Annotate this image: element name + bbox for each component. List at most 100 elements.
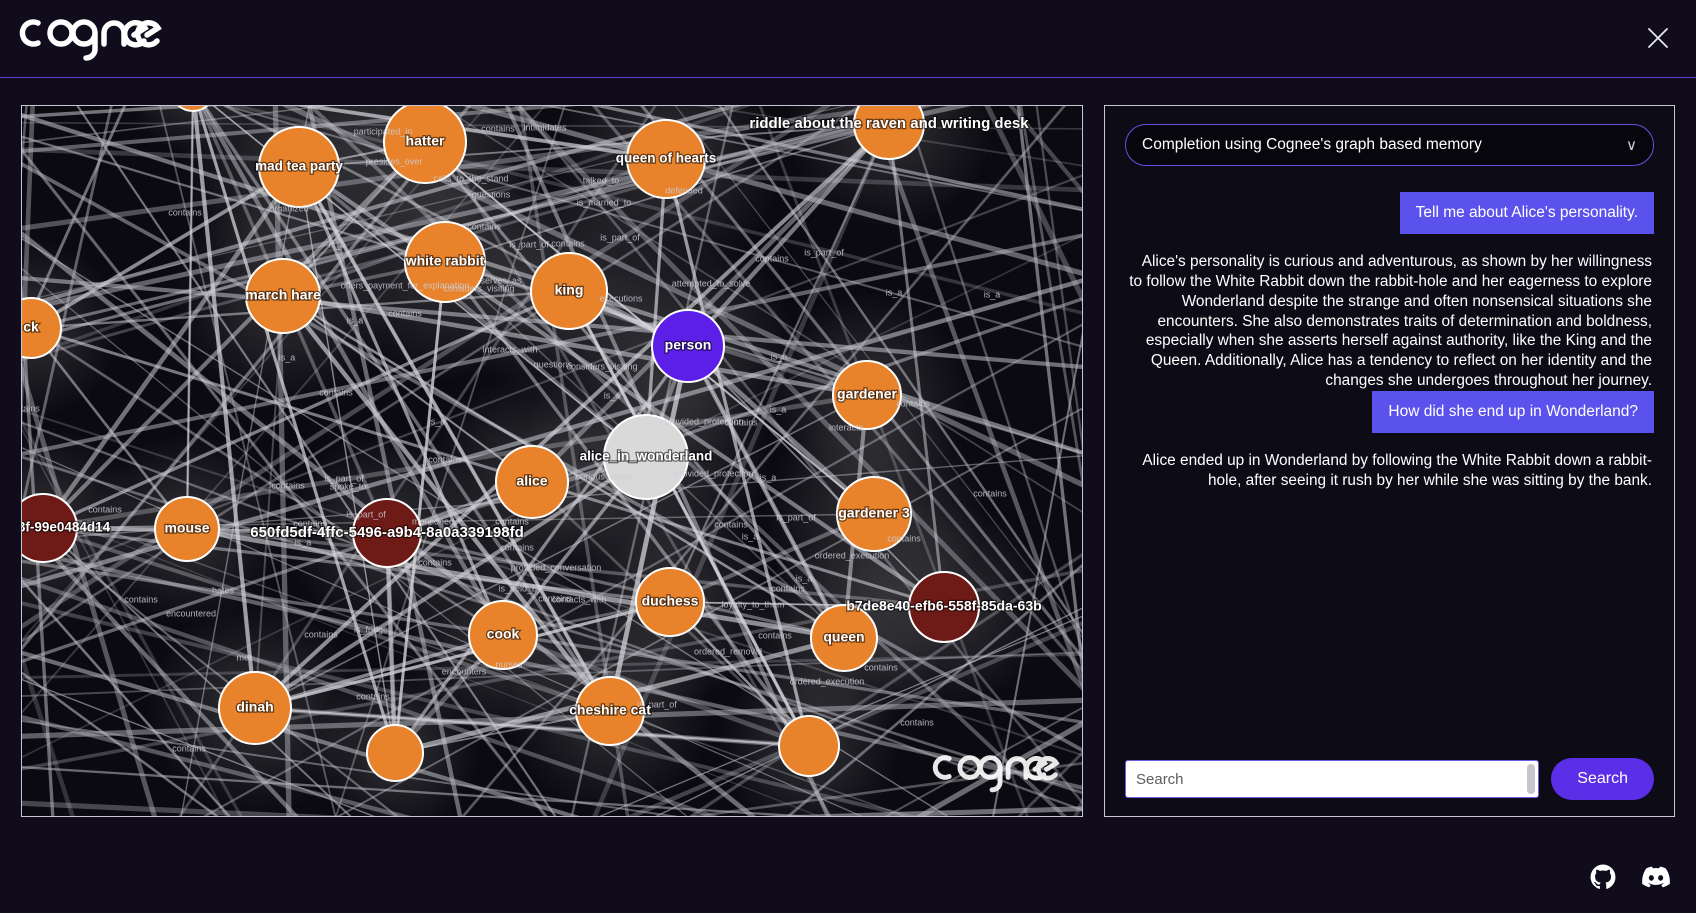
graph-edge-label: contains: [172, 743, 206, 753]
search-button[interactable]: Search: [1551, 758, 1654, 800]
graph-edge-label: contains: [896, 398, 930, 408]
graph-node-label: alice: [516, 473, 547, 489]
graph-edge-label: executions: [599, 293, 643, 303]
graph-node[interactable]: [171, 106, 215, 112]
graph-node[interactable]: [404, 221, 486, 303]
graph-edge-label: contains: [304, 629, 338, 639]
graph-edge-label: defended: [665, 185, 703, 195]
graph-node[interactable]: [258, 126, 340, 208]
graph-node[interactable]: [383, 106, 467, 184]
graph-node[interactable]: [22, 493, 78, 563]
graph-node[interactable]: [908, 571, 980, 643]
graph-node[interactable]: [22, 297, 62, 359]
graph-node[interactable]: [366, 724, 424, 782]
graph-edge-label: provided_conversation: [511, 562, 602, 572]
graph-node-label: duchess: [642, 593, 699, 609]
user-message: Tell me about Alice's personality.: [1399, 192, 1654, 234]
graph-node[interactable]: [626, 119, 706, 199]
graph-node-label: mouse: [164, 520, 209, 536]
app-header: cognee: [0, 0, 1696, 78]
graph-node-glows: [22, 106, 1049, 816]
graph-edge-label: contains: [481, 123, 515, 133]
discord-icon[interactable]: [1642, 863, 1670, 891]
graph-node-label: ck: [23, 319, 39, 335]
graph-edge-label: is_a: [329, 239, 346, 249]
graph-edge-label: offers_payment_for_explanation: [341, 280, 469, 290]
search-mode-label: Completion using Cognee's graph based me…: [1142, 136, 1482, 153]
graph-node[interactable]: [352, 498, 422, 568]
search-input[interactable]: [1125, 760, 1540, 798]
graph-edge-label: contacts_with: [552, 594, 607, 604]
graph-edge-label: encountered: [166, 608, 216, 618]
graph-edge-label: contains: [755, 253, 789, 263]
graph-edge-label: contains: [495, 516, 529, 526]
graph-edge-label: considers_visiting: [566, 361, 637, 371]
graph-edge-label: contains: [551, 238, 585, 248]
graph-edge-label: encounters: [442, 666, 487, 676]
graph-edge-label: spoke_to: [330, 481, 367, 491]
graph-node[interactable]: [154, 496, 220, 562]
message-list: Tell me about Alice's personality. Alice'…: [1125, 192, 1654, 758]
graph-node[interactable]: [603, 414, 689, 500]
graph-edge-label: is_a: [770, 404, 787, 414]
graph-edge-label: contains: [388, 308, 422, 318]
cognee-logo: cognee: [16, 10, 166, 66]
graph-node-labels: mad tea party hatter white rabbit march har…: [22, 114, 1043, 719]
graph-node-label: queen of hearts: [616, 151, 717, 166]
graph-edge-label: is_married_to: [577, 197, 632, 207]
graph-node-label: white rabbit: [405, 253, 485, 269]
graph-node[interactable]: [778, 715, 840, 777]
graph-edge-label: provided_protection: [664, 416, 743, 426]
github-icon[interactable]: [1590, 864, 1616, 890]
graph-node[interactable]: [651, 309, 725, 383]
graph-canvas[interactable]: contains participated_in contains intimidat…: [22, 106, 1082, 816]
graph-node[interactable]: [530, 252, 608, 330]
graph-edge-label: contains: [467, 221, 501, 231]
graph-edge-label: contains: [418, 557, 452, 567]
graph-edge-label: is_a: [771, 351, 788, 361]
graph-edge-labels: contains participated_in contains intimidat…: [22, 122, 1007, 753]
graph-edge-label: loyalty_to_them: [721, 599, 784, 609]
graph-edge-label: is_part_of: [509, 239, 549, 249]
graph-node[interactable]: [218, 671, 292, 745]
graph-edge-label: talked_to: [583, 175, 620, 185]
graph-node[interactable]: [495, 445, 569, 519]
graph-edge-label: contains: [538, 593, 572, 603]
graph-node[interactable]: [836, 476, 912, 552]
graph-node-label: king: [555, 282, 584, 298]
graph-node[interactable]: [575, 676, 645, 746]
graph-edge-label: is_a: [279, 352, 296, 362]
graph-node-label: dinah: [236, 699, 273, 715]
knowledge-graph-panel[interactable]: contains participated_in contains intimidat…: [21, 105, 1083, 817]
graph-edge-label: is_fridge: [354, 624, 388, 634]
graph-edge-label: is_part_of: [637, 699, 677, 709]
graph-node[interactable]: [468, 600, 538, 670]
graph-edge-label: calls_to_the_stand: [433, 173, 508, 183]
graph-node[interactable]: [635, 567, 705, 637]
graph-node[interactable]: [853, 106, 925, 160]
graph-node[interactable]: [832, 360, 902, 430]
graph-nodes[interactable]: [22, 106, 980, 782]
close-icon[interactable]: [1636, 16, 1680, 60]
graph-edge-label: presides_over: [366, 156, 423, 166]
graph-node-label: cook: [487, 626, 520, 642]
graph-node[interactable]: [810, 604, 878, 672]
chevron-down-icon: ∨: [1626, 137, 1637, 154]
graph-edge-label: is_part_of: [804, 247, 844, 257]
graph-edge-label: ordered_removal: [694, 646, 762, 656]
chat-panel: Completion using Cognee's graph based me…: [1104, 105, 1675, 817]
graph-node[interactable]: [245, 258, 321, 334]
graph-edge-label: contains: [428, 454, 462, 464]
graph-edge-label: considers_visiting: [443, 283, 514, 293]
graph-node-label: queen: [823, 629, 864, 645]
graph-edge-label: contains: [973, 488, 1007, 498]
graph-edge-label: ordered_execution: [790, 676, 865, 686]
graph-edge-label: interacts_with: [482, 344, 537, 354]
search-mode-dropdown[interactable]: Completion using Cognee's graph based me…: [1125, 124, 1654, 166]
graph-edge-label: contains: [714, 519, 748, 529]
graph-edge-label: contains: [758, 630, 792, 640]
footer-social-icons: [1590, 863, 1670, 891]
search-input-wrap: [1125, 760, 1540, 798]
search-scrollbar-thumb[interactable]: [1527, 764, 1536, 794]
graph-edge-label: contains: [168, 207, 202, 217]
